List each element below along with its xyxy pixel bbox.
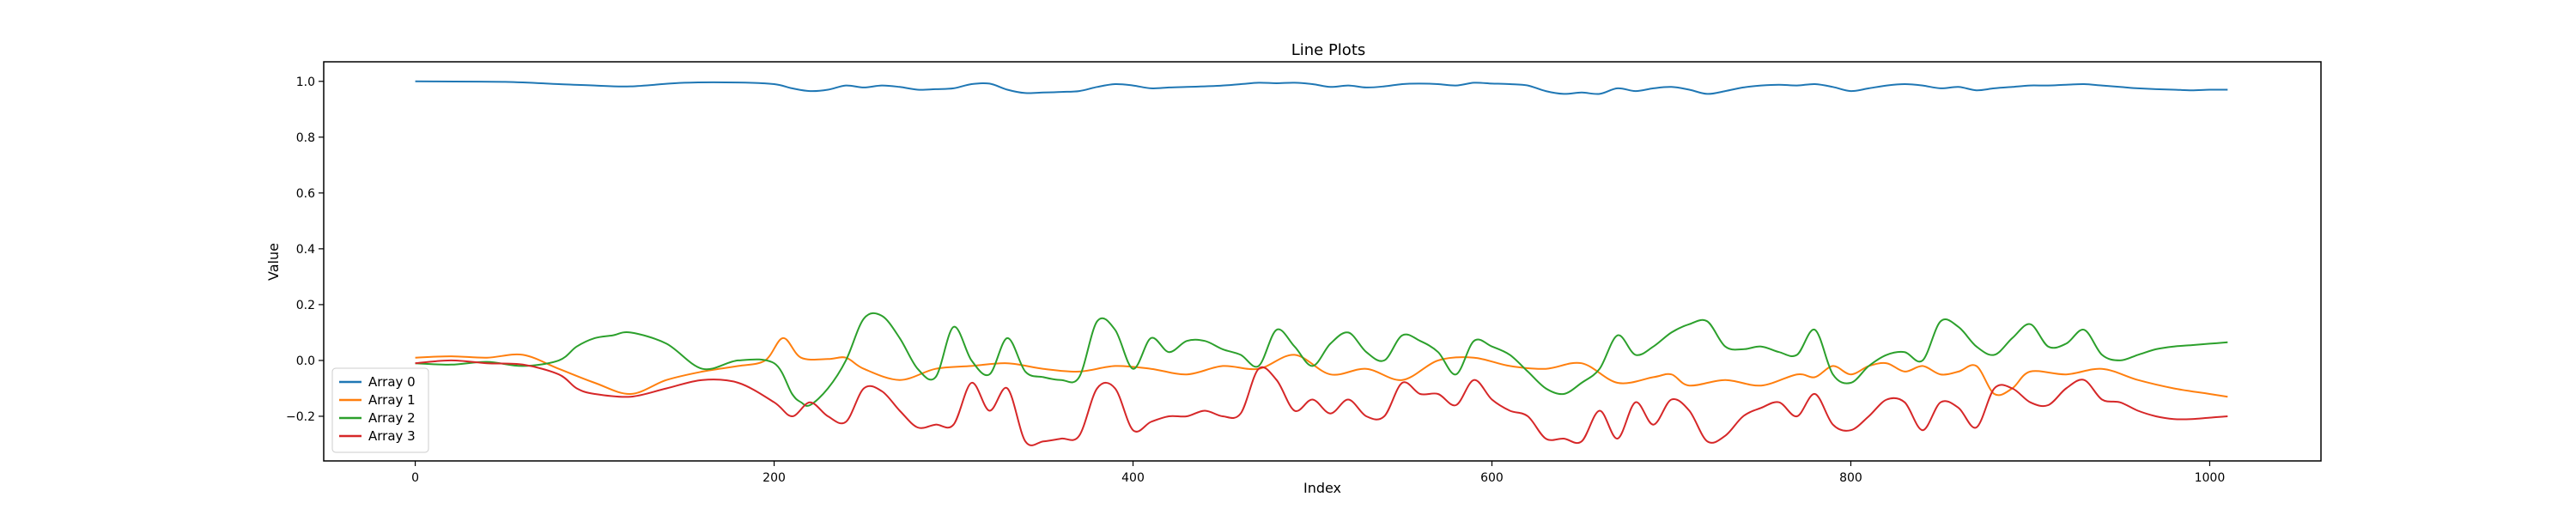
y-axis: −0.2 0.0 0.2 0.4 0.6 0.8 1.0 <box>286 76 324 424</box>
y-tick-label: 0.8 <box>296 131 315 145</box>
x-tick-label: 800 <box>1839 471 1862 485</box>
legend-label-1: Array 1 <box>368 392 416 408</box>
x-axis-label: Index <box>1303 480 1341 496</box>
x-tick-label: 1000 <box>2195 471 2226 485</box>
legend-label-0: Array 0 <box>368 374 416 390</box>
series-line-3 <box>415 359 2228 446</box>
x-tick-label: 200 <box>762 471 786 485</box>
y-tick-label: 1.0 <box>296 76 315 89</box>
legend-label-2: Array 2 <box>368 410 416 426</box>
series-line-1 <box>415 336 2228 398</box>
y-tick-label: 0.0 <box>296 354 315 368</box>
legend-box <box>331 367 429 453</box>
legend: Array 0 Array 1 Array 2 Array 3 <box>331 367 429 453</box>
x-axis: 0 200 400 600 800 1000 <box>411 461 2225 485</box>
series-line-0 <box>415 80 2228 95</box>
y-tick-label: 0.4 <box>296 243 315 257</box>
x-tick-label: 600 <box>1480 471 1504 485</box>
x-tick-label: 400 <box>1121 471 1145 485</box>
y-axis-label: Value <box>265 243 282 281</box>
y-tick-label: 0.2 <box>296 299 315 312</box>
y-tick-label: −0.2 <box>286 410 315 424</box>
plot-area <box>415 80 2228 446</box>
legend-label-3: Array 3 <box>368 428 416 444</box>
chart-title: Line Plots <box>1291 41 1366 59</box>
plot-frame <box>323 61 2322 462</box>
x-tick-label: 0 <box>411 471 419 485</box>
y-tick-label: 0.6 <box>296 187 315 201</box>
series-line-2 <box>415 312 2228 407</box>
